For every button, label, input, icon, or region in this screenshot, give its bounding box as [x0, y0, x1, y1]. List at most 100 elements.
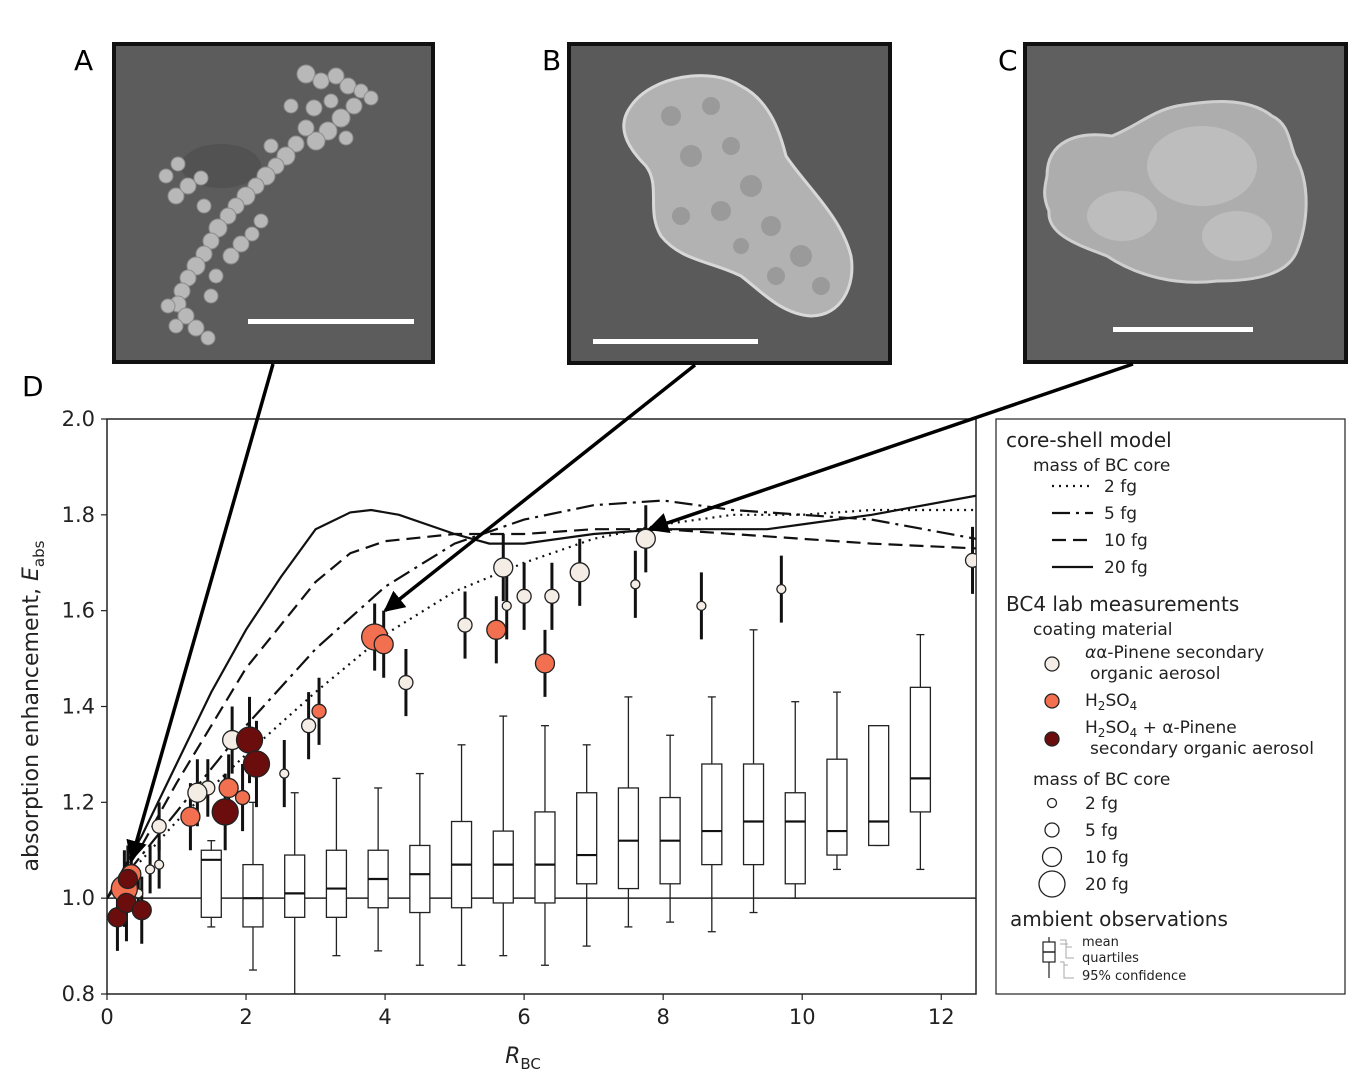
- measurement-point: [569, 562, 590, 583]
- legend-size-label: 20 fg: [1085, 875, 1129, 895]
- ambient-box: [742, 629, 765, 914]
- measurement-point: [218, 777, 239, 799]
- ambient-box: [409, 772, 431, 966]
- legend-coating-subtitle: coating material: [1033, 620, 1172, 640]
- measurement-point: [486, 619, 507, 640]
- legend-size-marker: [1044, 822, 1060, 838]
- box-quartile-rect: [576, 792, 598, 885]
- legend-line-label: 2 fg: [1104, 477, 1137, 497]
- panel-arrow: [126, 363, 275, 862]
- sem-image-c: [1023, 42, 1348, 364]
- ambient-box: [659, 734, 681, 923]
- ambient-box: [284, 792, 306, 994]
- legend-mixed-marker: [1044, 731, 1060, 747]
- measurement-point: [544, 588, 560, 604]
- ambient-box: [701, 696, 723, 933]
- measurement-point: [131, 899, 152, 921]
- legend-ambient-quartiles: quartiles: [1082, 951, 1139, 966]
- measurement-point: [234, 789, 251, 806]
- box-quartile-rect: [701, 763, 723, 866]
- measurement-point: [311, 703, 327, 719]
- panel-letter-d: D: [22, 370, 44, 403]
- box-quartile-rect: [242, 863, 264, 928]
- legend-line-label: 5 fg: [1104, 504, 1137, 524]
- x-tick-label: 4: [378, 1005, 391, 1029]
- legend-ambient-box-icon: [1042, 937, 1074, 979]
- legend-mixed-line1: H2SO4 + α-Pinene: [1085, 718, 1237, 740]
- y-tick-label: 1.8: [62, 503, 95, 527]
- ambient-box: [534, 725, 556, 966]
- measurement-point: [516, 588, 532, 604]
- measurement-point: [144, 864, 156, 875]
- plot-frame: [106, 418, 977, 995]
- panel-letter-c: C: [998, 44, 1018, 77]
- legend-ambient-title: ambient observations: [1010, 907, 1228, 931]
- box-quartile-rect: [868, 725, 890, 847]
- box-quartile-rect: [909, 686, 932, 813]
- measurement-point: [151, 818, 167, 834]
- legend-h2so4-label: H2SO4: [1085, 691, 1137, 713]
- measurement-point: [300, 718, 317, 734]
- box-quartile-rect: [409, 844, 431, 914]
- ambient-box: [576, 744, 598, 947]
- ambient-box: [450, 744, 473, 966]
- ambient-box: [784, 701, 806, 899]
- ambient-box: [200, 840, 222, 928]
- x-tick-label: 2: [239, 1005, 252, 1029]
- box-quartile-rect: [784, 792, 806, 885]
- x-tick-label: 12: [928, 1005, 955, 1029]
- measurement-point: [117, 868, 139, 890]
- model-curve: [107, 499, 976, 899]
- box-quartile-rect: [492, 830, 514, 904]
- sem-image-a: [112, 42, 435, 364]
- legend-alpha-pinene-marker: [1044, 656, 1060, 672]
- x-tick-label: 8: [656, 1005, 669, 1029]
- box-quartile-rect: [284, 854, 306, 918]
- panel-letter-a: A: [74, 44, 94, 77]
- ambient-box: [242, 801, 264, 971]
- ambient-box: [325, 777, 348, 957]
- model-curve: [107, 494, 976, 899]
- box-quartile-rect: [325, 849, 348, 918]
- legend-mass-subtitle: mass of BC core: [1033, 770, 1170, 790]
- legend-ambient-confidence: 95% confidence: [1082, 969, 1186, 984]
- measurement-point: [211, 798, 239, 826]
- measurement-point: [107, 907, 128, 928]
- measurement-point: [457, 617, 473, 633]
- ambient-box: [868, 725, 890, 847]
- legend-h2so4-marker: [1044, 693, 1060, 709]
- measurement-point: [534, 653, 556, 674]
- ambient-box: [492, 715, 514, 957]
- x-axis-title: RBC: [505, 1044, 541, 1073]
- y-tick-label: 1.6: [62, 599, 95, 623]
- box-quartile-rect: [742, 763, 765, 866]
- legend-size-label: 2 fg: [1085, 794, 1118, 814]
- measurement-point: [180, 806, 201, 827]
- x-tick-label: 6: [517, 1005, 530, 1029]
- legend-size-marker: [1046, 797, 1058, 809]
- panel-arrow: [647, 362, 1134, 534]
- measurement-point: [153, 859, 165, 870]
- legend-size-label: 10 fg: [1085, 848, 1129, 868]
- box-quartile-rect: [617, 787, 640, 890]
- legend-lab-title: BC4 lab measurements: [1006, 592, 1239, 616]
- measurement-point: [493, 557, 514, 578]
- y-tick-label: 1.2: [62, 790, 95, 814]
- measurement-point: [398, 674, 414, 691]
- ambient-box: [617, 696, 640, 928]
- measurement-point: [242, 750, 271, 778]
- panel-letter-b: B: [542, 44, 562, 77]
- measurement-point: [696, 600, 707, 612]
- legend-alpha-pinene-line2: organic aerosol: [1090, 664, 1220, 684]
- legend-model-title: core-shell model: [1006, 428, 1172, 452]
- measurement-point: [964, 552, 976, 569]
- measurement-point: [635, 528, 656, 549]
- legend-mixed-line2: secondary organic aerosol: [1090, 739, 1314, 759]
- measurement-point: [373, 634, 394, 655]
- ambient-box: [367, 787, 389, 952]
- legend-model-subtitle: mass of BC core: [1033, 456, 1170, 476]
- y-tick-label: 2.0: [62, 407, 95, 431]
- ambient-box: [909, 633, 932, 871]
- ambient-box: [826, 691, 848, 871]
